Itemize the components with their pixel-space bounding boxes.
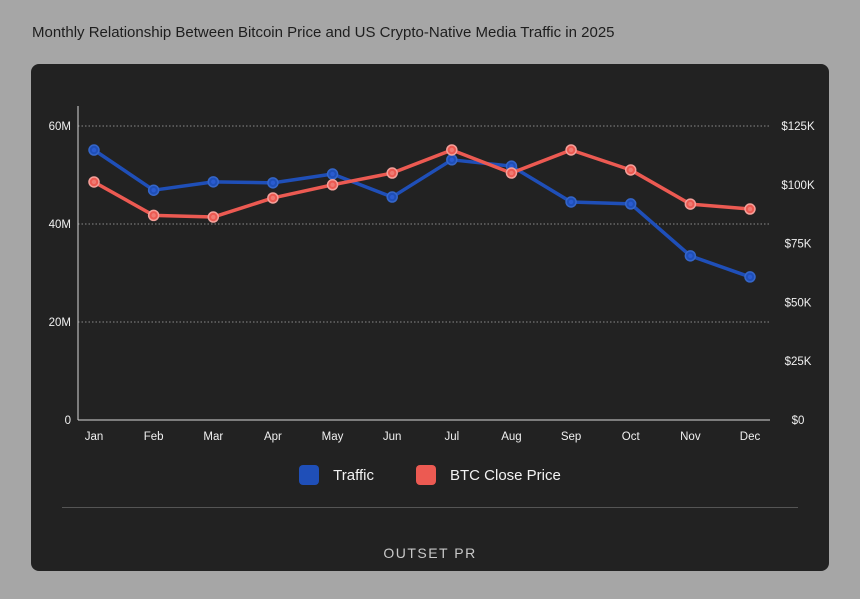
data-point-center — [91, 147, 97, 153]
x-tick-label: Feb — [144, 431, 164, 443]
x-tick-label: Nov — [680, 431, 701, 443]
data-point-center — [151, 187, 156, 193]
x-tick-label: Aug — [501, 431, 521, 443]
data-point-center — [270, 180, 276, 186]
x-tick-label: Apr — [264, 431, 282, 443]
data-point-center — [747, 274, 753, 280]
data-point-center — [91, 179, 97, 185]
data-point-center — [747, 206, 753, 212]
y-left-tick-label: 20M — [49, 317, 71, 329]
x-tick-label: Jan — [85, 431, 104, 443]
data-point-center — [688, 201, 693, 207]
x-tick-label: May — [322, 431, 344, 443]
legend-swatch-traffic — [299, 465, 320, 485]
x-tick-label: Jun — [383, 431, 402, 443]
legend: Traffic BTC Close Price — [0, 465, 860, 485]
data-point-center — [628, 201, 633, 207]
data-point-center — [568, 199, 574, 205]
y-right-tick-label: $100K — [781, 180, 815, 192]
x-tick-label: Oct — [622, 431, 641, 443]
legend-label-traffic: Traffic — [333, 466, 374, 484]
data-point-center — [389, 170, 395, 176]
x-tick-label: Dec — [740, 431, 761, 443]
series-line-traffic — [93, 148, 751, 279]
legend-item-traffic[interactable]: Traffic — [299, 465, 374, 485]
legend-swatch-btc — [415, 465, 436, 485]
data-point-center — [151, 213, 156, 218]
data-point-center — [389, 194, 395, 200]
data-point-center — [211, 214, 216, 220]
data-point-center — [330, 171, 335, 177]
data-point-center — [330, 182, 335, 187]
legend-label-btc: BTC Close Price — [449, 466, 561, 484]
y-right-tick-label: $75K — [785, 239, 812, 251]
x-tick-label: Mar — [203, 431, 223, 443]
y-right-tick-label: $25K — [785, 356, 812, 368]
data-point-center — [568, 147, 574, 153]
data-point-center — [509, 163, 514, 169]
y-left-tick-label: 40M — [49, 219, 71, 231]
x-tick-label: Jul — [444, 431, 459, 443]
data-point-center — [509, 170, 514, 176]
y-left-tick-label: 0 — [65, 415, 71, 427]
data-point-center — [449, 147, 455, 153]
series-line-btc — [93, 148, 751, 219]
chart-card — [31, 64, 829, 571]
y-left-tick-label: 60M — [49, 121, 71, 133]
divider — [62, 507, 798, 508]
x-tick-label: Sep — [561, 431, 581, 443]
data-point-center — [211, 179, 216, 185]
y-right-tick-label: $50K — [785, 297, 812, 309]
data-point-center — [449, 157, 455, 163]
y-right-tick-label: $0 — [792, 415, 805, 427]
chart-title: Monthly Relationship Between Bitcoin Pri… — [32, 24, 615, 41]
data-point-center — [270, 195, 276, 201]
y-right-tick-label: $125K — [781, 121, 815, 133]
legend-item-btc[interactable]: BTC Close Price — [415, 465, 561, 485]
data-point-center — [688, 253, 693, 259]
data-point-center — [628, 167, 633, 173]
outset-pr-logo: OUTSET PR — [383, 545, 477, 561]
